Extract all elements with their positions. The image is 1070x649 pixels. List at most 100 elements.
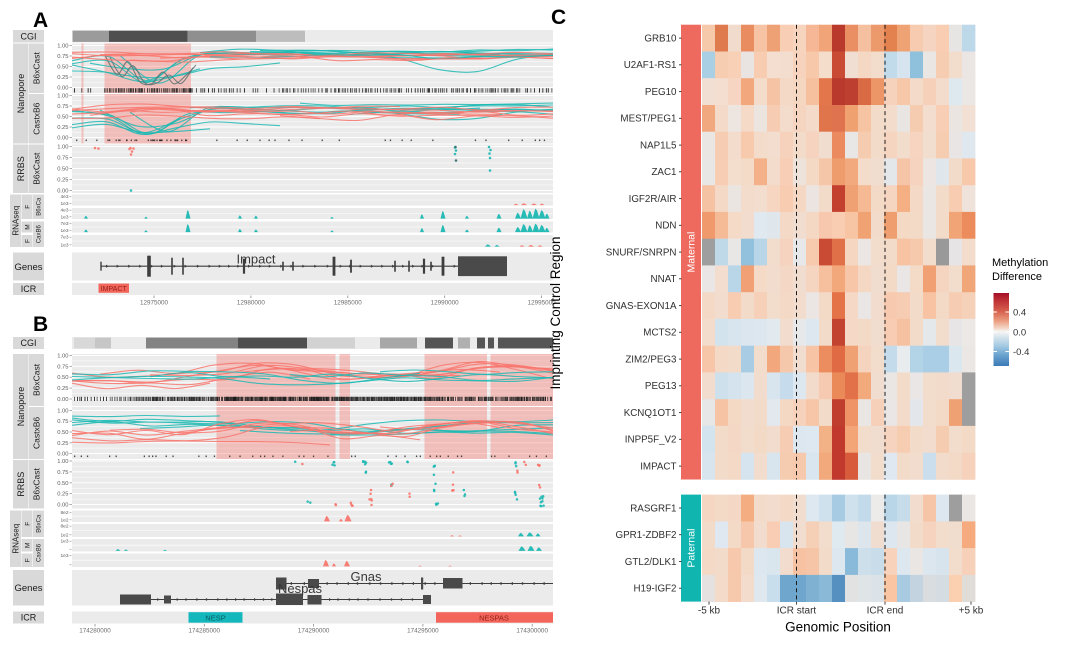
svg-text:12995000: 12995000	[528, 300, 557, 307]
svg-text:0.00: 0.00	[57, 397, 68, 403]
svg-text:ICR: ICR	[21, 284, 37, 294]
svg-text:M: M	[24, 543, 31, 548]
svg-text:1.00: 1.00	[57, 44, 68, 50]
svg-text:8e2: 8e2	[60, 524, 68, 530]
svg-text:B6xCast: B6xCast	[32, 363, 42, 396]
svg-text:ICR: ICR	[21, 613, 37, 623]
svg-text:ICR start: ICR start	[777, 606, 817, 617]
svg-text:Impact: Impact	[236, 252, 275, 267]
svg-text:B: B	[33, 313, 48, 336]
svg-text:NESPAS: NESPAS	[479, 613, 509, 622]
svg-text:MEST/PEG1: MEST/PEG1	[620, 114, 676, 125]
svg-text:ZAC1: ZAC1	[651, 167, 676, 178]
svg-text:Genes: Genes	[15, 262, 43, 273]
svg-text:IGF2R/AIR: IGF2R/AIR	[629, 194, 677, 205]
svg-text:1e3: 1e3	[60, 214, 68, 220]
svg-text:1.00: 1.00	[57, 145, 68, 151]
svg-text:Genes: Genes	[15, 583, 43, 594]
svg-text:RRBS: RRBS	[16, 156, 26, 181]
svg-text:4e3: 4e3	[60, 194, 68, 200]
svg-text:0.00: 0.00	[57, 136, 68, 142]
svg-text:ICR end: ICR end	[867, 606, 904, 617]
svg-text:1.00: 1.00	[57, 94, 68, 100]
svg-text:1e3: 1e3	[60, 242, 68, 248]
svg-text:0.25: 0.25	[57, 125, 68, 131]
svg-text:+5 kb: +5 kb	[959, 606, 984, 617]
svg-text:1e3: 1e3	[60, 553, 68, 559]
svg-text:0.25: 0.25	[57, 178, 68, 184]
svg-text:PEG13: PEG13	[645, 381, 677, 392]
svg-text:F: F	[24, 205, 31, 209]
svg-text:0.0: 0.0	[1013, 328, 1026, 339]
svg-text:IMPACT: IMPACT	[101, 286, 128, 293]
svg-text:C: C	[551, 6, 566, 29]
svg-text:-0.4: -0.4	[1013, 347, 1029, 358]
svg-text:GRB10: GRB10	[644, 34, 677, 45]
svg-text:F: F	[24, 558, 31, 562]
svg-text:4e3: 4e3	[60, 208, 68, 214]
svg-text:B6xCast: B6xCast	[32, 152, 42, 185]
svg-text:174295000: 174295000	[407, 628, 439, 635]
svg-text:MCTS2: MCTS2	[643, 328, 676, 339]
svg-text:RNAseq: RNAseq	[11, 206, 20, 236]
svg-text:Nanopore: Nanopore	[16, 387, 26, 427]
svg-text:1e2: 1e2	[60, 517, 68, 523]
svg-text:0.00: 0.00	[57, 452, 68, 458]
svg-text:PEG10: PEG10	[645, 87, 677, 98]
svg-text:GPR1-ZDBF2: GPR1-ZDBF2	[616, 530, 677, 541]
svg-text:1e2: 1e2	[60, 532, 68, 538]
svg-text:CastxB6: CastxB6	[32, 417, 42, 449]
svg-text:ZIM2/PEG3: ZIM2/PEG3	[625, 355, 677, 366]
svg-text:0.25: 0.25	[57, 441, 68, 447]
svg-text:174300000: 174300000	[516, 628, 548, 635]
svg-text:0.50: 0.50	[57, 65, 68, 71]
svg-text:B6xCa: B6xCa	[37, 197, 43, 216]
svg-text:Difference: Difference	[992, 271, 1042, 283]
svg-text:0.25: 0.25	[57, 492, 68, 498]
svg-text:12990000: 12990000	[431, 300, 460, 307]
svg-text:INPP5F_V2: INPP5F_V2	[625, 435, 677, 446]
svg-text:174290000: 174290000	[298, 628, 330, 635]
svg-text:B6xCast: B6xCast	[32, 468, 42, 501]
svg-text:U2AF1-RS1: U2AF1-RS1	[624, 60, 677, 71]
svg-text:174285000: 174285000	[189, 628, 221, 635]
svg-text:1e3: 1e3	[60, 228, 68, 234]
svg-text:H19-IGF2: H19-IGF2	[633, 584, 676, 595]
svg-text:0.00: 0.00	[57, 86, 68, 92]
svg-text:CGI: CGI	[20, 338, 36, 348]
svg-text:M: M	[24, 224, 31, 229]
svg-text:1e3: 1e3	[60, 539, 68, 545]
svg-text:0.75: 0.75	[57, 104, 68, 110]
svg-text:1.00: 1.00	[57, 409, 68, 415]
svg-text:0.50: 0.50	[57, 115, 68, 121]
svg-text:Gnas: Gnas	[350, 569, 382, 584]
svg-text:1.00: 1.00	[57, 354, 68, 360]
svg-text:174280000: 174280000	[79, 628, 111, 635]
svg-text:8e2: 8e2	[60, 510, 68, 516]
svg-text:0.25: 0.25	[57, 75, 68, 81]
svg-text:-5 kb: -5 kb	[698, 606, 721, 617]
svg-text:KCNQ1OT1: KCNQ1OT1	[624, 408, 677, 419]
svg-text:0.75: 0.75	[57, 156, 68, 162]
svg-text:CastxB6: CastxB6	[32, 102, 42, 134]
svg-text:GTL2/DLK1: GTL2/DLK1	[625, 557, 677, 568]
svg-text:A: A	[33, 9, 48, 32]
svg-text:0.50: 0.50	[57, 481, 68, 487]
svg-text:NDN: NDN	[655, 221, 676, 232]
svg-text:Paternal: Paternal	[686, 529, 698, 568]
svg-text:RNAseq: RNAseq	[11, 524, 20, 554]
svg-text:1e3: 1e3	[60, 201, 68, 207]
svg-text:CaxB6: CaxB6	[37, 225, 43, 244]
svg-text:12980000: 12980000	[237, 300, 266, 307]
svg-text:B6xCa: B6xCa	[37, 514, 43, 533]
svg-text:0.00: 0.00	[57, 503, 68, 509]
svg-text:B6xCast: B6xCast	[32, 52, 42, 85]
svg-text:NAP1L5: NAP1L5	[640, 141, 677, 152]
svg-text:0.50: 0.50	[57, 167, 68, 173]
svg-text:Genomic Position: Genomic Position	[785, 620, 891, 635]
svg-text:0.75: 0.75	[57, 54, 68, 60]
svg-text:1.00: 1.00	[57, 459, 68, 465]
svg-text:0.75: 0.75	[57, 364, 68, 370]
svg-text:CGI: CGI	[20, 32, 36, 42]
svg-text:7e3: 7e3	[60, 221, 68, 227]
